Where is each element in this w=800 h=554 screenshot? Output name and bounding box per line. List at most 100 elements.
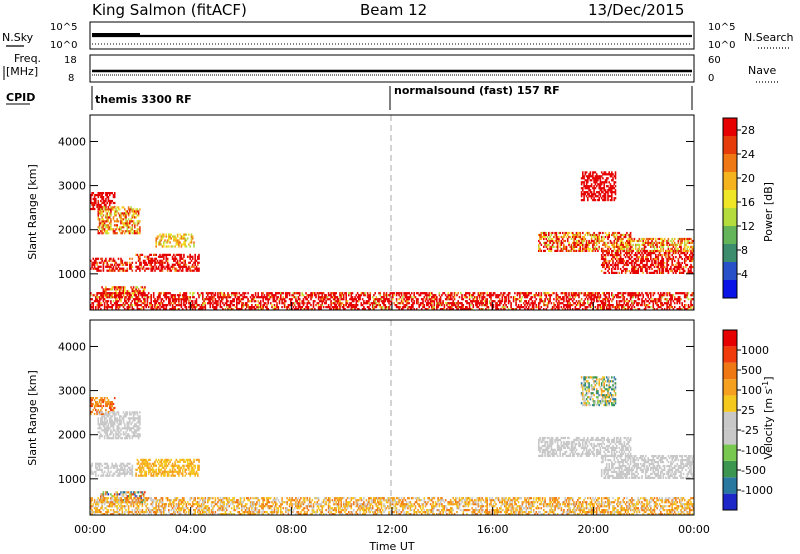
data-cell	[159, 294, 161, 297]
data-cell	[111, 296, 113, 299]
data-cell	[604, 302, 607, 305]
data-cell	[332, 302, 335, 305]
data-cell	[662, 304, 665, 307]
data-cell	[668, 267, 671, 271]
data-cell	[451, 306, 453, 309]
data-cell	[278, 300, 281, 303]
data-cell	[666, 302, 668, 305]
data-cell	[369, 298, 371, 301]
data-cell	[671, 259, 673, 263]
data-cell	[583, 193, 585, 196]
data-cell	[611, 185, 613, 188]
data-cell	[264, 302, 267, 305]
data-cell	[102, 404, 105, 408]
data-cell	[647, 259, 649, 263]
data-cell	[384, 304, 387, 307]
data-cell	[624, 308, 627, 311]
data-cell	[672, 267, 675, 271]
data-cell	[570, 237, 573, 241]
data-cell	[602, 292, 604, 295]
data-cell	[134, 292, 136, 295]
data-cell	[507, 298, 510, 301]
data-cell	[691, 239, 694, 243]
data-cell	[582, 231, 584, 235]
data-cell	[603, 185, 605, 188]
data-cell	[627, 245, 629, 248]
data-cell	[626, 304, 628, 307]
data-cell	[147, 255, 150, 258]
data-cell	[306, 302, 308, 305]
data-cell	[516, 292, 519, 295]
data-cell	[124, 472, 126, 475]
data-cell	[651, 239, 653, 243]
data-cell	[653, 252, 656, 255]
data-cell	[183, 233, 185, 236]
data-cell	[673, 252, 676, 255]
data-cell	[100, 265, 102, 268]
data-cell	[465, 308, 467, 311]
data-cell	[174, 245, 176, 248]
data-cell	[91, 402, 93, 406]
data-cell	[175, 239, 178, 242]
data-cell	[482, 302, 485, 305]
data-cell	[555, 298, 558, 301]
data-cell	[686, 256, 689, 259]
data-cell	[310, 294, 312, 297]
data-cell	[501, 296, 504, 299]
data-cell	[159, 233, 161, 236]
data-cell	[476, 304, 478, 307]
data-cell	[626, 252, 628, 255]
data-cell	[111, 286, 113, 289]
data-cell	[161, 267, 164, 270]
data-cell	[113, 210, 116, 213]
data-cell	[106, 269, 108, 272]
data-cell	[233, 300, 235, 303]
data-cell	[574, 243, 577, 246]
data-cell	[410, 308, 413, 311]
data-cell	[621, 239, 623, 243]
data-cell	[280, 294, 282, 297]
data-cell	[524, 294, 526, 297]
data-cell	[647, 237, 649, 241]
data-cell	[637, 259, 639, 263]
data-cell	[168, 233, 170, 236]
data-cell	[560, 292, 563, 295]
data-cell	[603, 189, 605, 192]
data-cell	[205, 292, 208, 295]
data-cell	[657, 304, 660, 307]
data-cell	[100, 210, 102, 213]
data-cell	[115, 267, 117, 270]
data-cell	[439, 302, 442, 305]
data-cell	[276, 298, 278, 301]
data-cell	[680, 243, 682, 246]
data-cell	[565, 249, 568, 252]
data-cell	[446, 298, 448, 301]
data-cell	[597, 306, 599, 309]
data-cell	[100, 296, 102, 299]
data-cell	[180, 269, 183, 272]
data-cell	[102, 290, 105, 293]
data-cell	[612, 233, 614, 237]
data-cell	[550, 247, 553, 250]
data-cell	[101, 226, 103, 229]
data-cell	[614, 177, 617, 180]
data-cell	[157, 235, 160, 238]
data-cell	[163, 261, 165, 264]
data-cell	[618, 247, 621, 250]
data-cell	[100, 194, 102, 197]
data-cell	[127, 230, 130, 233]
data-cell	[564, 245, 566, 248]
data-cell	[106, 212, 108, 215]
data-cell	[139, 259, 141, 262]
data-cell	[683, 247, 686, 250]
data-cell	[101, 401, 103, 404]
data-cell	[626, 267, 628, 271]
data-cell	[590, 237, 593, 241]
data-cell	[446, 302, 448, 305]
data-cell	[644, 265, 647, 269]
data-cell	[171, 255, 174, 258]
data-cell	[160, 261, 163, 264]
data-cell	[622, 245, 624, 248]
data-cell	[525, 296, 527, 299]
data-cell	[571, 241, 574, 244]
